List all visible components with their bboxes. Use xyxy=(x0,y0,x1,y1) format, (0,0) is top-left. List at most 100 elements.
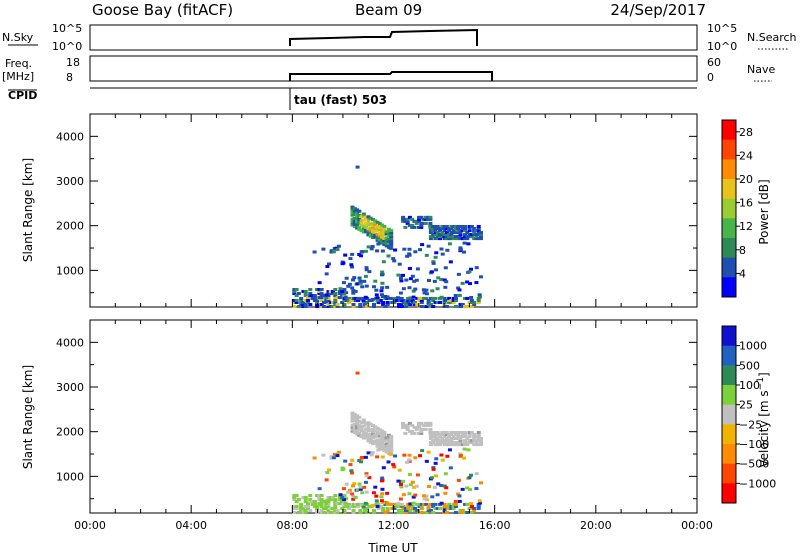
echo-cell xyxy=(346,298,351,302)
echo-cell xyxy=(350,265,355,269)
echo-cell xyxy=(410,225,415,229)
echo-cell xyxy=(419,223,424,227)
colorbar-swatch xyxy=(722,483,736,504)
echo-cell xyxy=(408,277,413,281)
echo-cell xyxy=(419,427,424,431)
echo-cell xyxy=(355,220,360,224)
echo-cell xyxy=(343,459,348,463)
echo-cell xyxy=(366,223,371,227)
echo-cell xyxy=(399,503,404,507)
echo-cell xyxy=(392,504,397,508)
echo-cell xyxy=(417,219,422,223)
echo-cell xyxy=(422,291,427,295)
colorbar-swatch xyxy=(722,365,736,386)
echo-cell xyxy=(356,504,361,508)
echo-cell xyxy=(410,298,415,302)
echo-cell xyxy=(350,458,355,462)
echo-cell xyxy=(444,504,449,508)
echo-cell xyxy=(328,506,333,510)
echo-cell xyxy=(352,208,357,212)
echo-cell xyxy=(292,292,297,296)
echo-cell xyxy=(359,215,364,219)
echo-cell xyxy=(476,433,481,437)
echo-cell xyxy=(352,210,357,214)
x-tick-label: 04:00 xyxy=(175,519,207,532)
echo-cell xyxy=(431,260,436,264)
echo-cell xyxy=(478,437,483,441)
echo-cell xyxy=(364,225,369,229)
echo-cell xyxy=(337,496,342,500)
echo-cell xyxy=(449,231,454,235)
echo-cell xyxy=(407,247,412,251)
echo-cell xyxy=(467,433,472,437)
echo-cell xyxy=(403,508,408,512)
echo-cell xyxy=(358,279,363,283)
echo-cell xyxy=(368,436,373,440)
y-tick-label: 3000 xyxy=(56,175,84,188)
echo-cell xyxy=(428,235,433,239)
echo-cell xyxy=(370,432,375,436)
echo-cell xyxy=(324,502,329,506)
echo-cell xyxy=(312,502,317,506)
echo-cell xyxy=(370,218,375,222)
echo-cell xyxy=(389,449,394,453)
echo-cell xyxy=(380,233,385,237)
echo-cell xyxy=(380,239,385,243)
echo-cell xyxy=(449,433,454,437)
echo-cell xyxy=(385,285,390,289)
echo-cell xyxy=(331,456,336,460)
echo-cell xyxy=(357,217,362,221)
echo-cell xyxy=(342,504,347,508)
echo-cell xyxy=(463,443,468,447)
echo-cell xyxy=(342,510,347,514)
echo-cell xyxy=(453,235,458,239)
echo-cell xyxy=(458,237,463,241)
colorbar-swatch xyxy=(722,139,736,160)
echo-cell xyxy=(353,296,358,300)
echo-cell xyxy=(453,296,458,300)
echo-cell xyxy=(377,234,382,238)
echo-cell xyxy=(428,221,433,225)
echo-cell xyxy=(308,498,313,502)
colorbar-swatch xyxy=(722,218,736,239)
echo-cell xyxy=(355,165,360,169)
echo-cell xyxy=(429,476,434,480)
echo-cell xyxy=(333,304,338,308)
echo-cell xyxy=(386,433,391,437)
colorbar-tick-label: 100 xyxy=(739,379,760,392)
echo-cell xyxy=(380,223,385,227)
y-tick-label: 2000 xyxy=(56,220,84,233)
echo-cell xyxy=(344,482,349,486)
echo-cell xyxy=(476,431,481,435)
echo-cell xyxy=(370,436,375,440)
echo-cell xyxy=(463,433,468,437)
echo-cell xyxy=(353,289,358,293)
echo-cell xyxy=(363,249,368,253)
echo-cell xyxy=(401,298,406,302)
echo-cell xyxy=(456,437,461,441)
echo-cell xyxy=(419,304,424,308)
echo-cell xyxy=(380,437,385,441)
echo-cell xyxy=(476,231,481,235)
echo-cell xyxy=(428,231,433,235)
echo-cell xyxy=(383,510,388,514)
echo-cell xyxy=(469,295,474,299)
echo-cell xyxy=(331,292,336,296)
echo-cell xyxy=(431,502,436,506)
echo-cell xyxy=(465,304,470,308)
echo-cell xyxy=(301,506,306,510)
echo-cell xyxy=(431,304,436,308)
echo-cell xyxy=(419,215,424,219)
echo-cell xyxy=(469,506,474,510)
echo-cell xyxy=(344,497,349,501)
echo-cell xyxy=(308,494,313,498)
echo-cell xyxy=(338,493,343,497)
echo-cell xyxy=(472,237,477,241)
echo-cell xyxy=(415,502,420,506)
echo-cell xyxy=(385,501,390,505)
echo-cell xyxy=(458,454,463,458)
echo-cell xyxy=(421,423,426,427)
echo-cell xyxy=(292,290,297,294)
echo-cell xyxy=(431,435,436,439)
echo-cell xyxy=(350,286,355,290)
